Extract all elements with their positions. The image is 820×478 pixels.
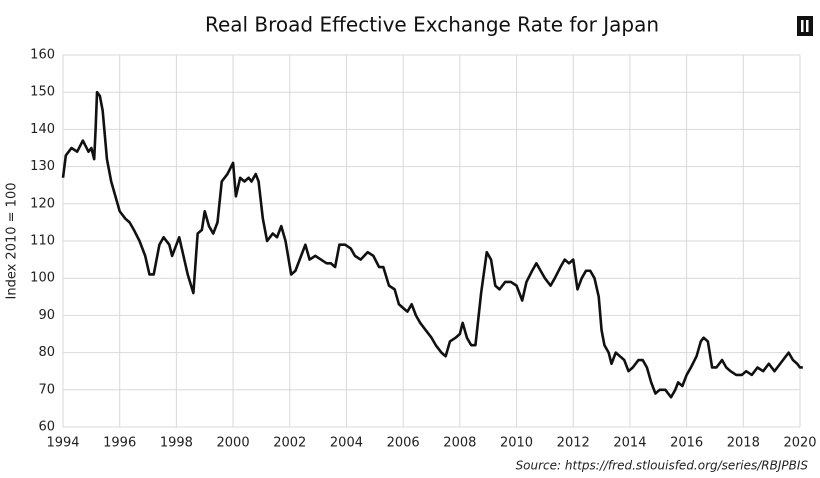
y-tick-label: 70 (38, 382, 55, 397)
x-tick-label: 2004 (330, 436, 363, 451)
x-tick-label: 2000 (217, 436, 250, 451)
x-tick-label: 2002 (273, 436, 306, 451)
x-tick-label: 2010 (500, 436, 533, 451)
y-axis-label: Index 2010 = 100 (5, 183, 20, 300)
y-tick-label: 160 (30, 48, 55, 63)
x-tick-label: 1994 (46, 436, 79, 451)
x-tick-label: 2020 (783, 436, 816, 451)
y-tick-label: 140 (30, 122, 55, 137)
x-tick-label: 2018 (727, 436, 760, 451)
y-tick-label: 90 (38, 308, 55, 323)
y-tick-label: 150 (30, 85, 55, 100)
y-tick-label: 130 (30, 159, 55, 174)
y-tick-label: 120 (30, 196, 55, 211)
logo (797, 16, 813, 36)
y-tick-label: 80 (38, 345, 55, 360)
x-tick-label: 2008 (443, 436, 476, 451)
y-tick-label: 100 (30, 271, 55, 286)
chart-title: Real Broad Effective Exchange Rate for J… (205, 13, 659, 37)
data-line (61, 90, 803, 399)
y-tick-label: 60 (38, 420, 55, 435)
x-tick-label: 2016 (670, 436, 703, 451)
x-tick-label: 1996 (103, 436, 136, 451)
x-tick-label: 1998 (160, 436, 193, 451)
x-tick-label: 2012 (557, 436, 590, 451)
x-tick-label: 2006 (387, 436, 420, 451)
y-tick-label: 110 (30, 234, 55, 249)
x-tick-label: 2014 (613, 436, 646, 451)
source-note: Source: https://fred.stlouisfed.org/seri… (516, 459, 809, 473)
